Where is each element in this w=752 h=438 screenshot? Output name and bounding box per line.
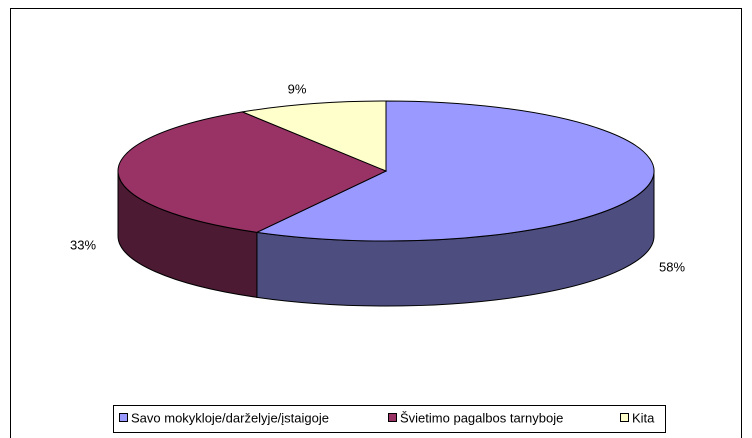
data-label: 58% — [659, 259, 685, 274]
data-label: 9% — [288, 81, 307, 96]
legend: Savo mokykloje/darželyje/įstaigoje Švieti… — [119, 410, 655, 425]
legend-label: Kita — [632, 410, 655, 425]
slice-top — [240, 100, 387, 172]
slice-top — [117, 111, 388, 233]
legend-swatch — [620, 413, 629, 422]
legend-label: Savo mokykloje/darželyje/įstaigoje — [131, 410, 329, 425]
pie: 58% 33% 9% — [70, 81, 685, 307]
legend-label: Švietimo pagalbos tarnyboje — [400, 410, 563, 425]
data-label: 33% — [70, 237, 96, 252]
slice-top — [255, 100, 655, 242]
legend-swatch — [119, 413, 128, 422]
legend-swatch — [388, 413, 397, 422]
